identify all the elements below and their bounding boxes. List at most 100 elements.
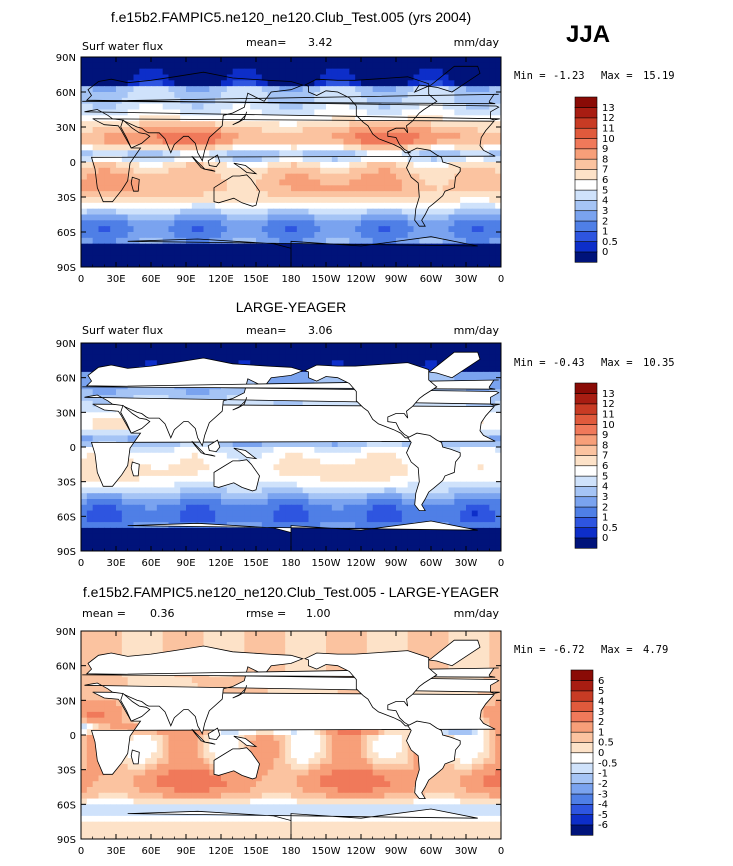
field-cell: [203, 185, 210, 192]
field-cell: [162, 191, 170, 198]
field-cell: [372, 493, 380, 500]
field-cell: [261, 354, 269, 361]
field-cell: [407, 504, 415, 512]
field-cell: [466, 109, 473, 116]
field-cell: [425, 226, 432, 233]
field-cell: [279, 185, 286, 192]
field-cell: [145, 237, 152, 245]
field-cell: [291, 167, 298, 175]
field-cell: [186, 191, 193, 198]
field-cell: [495, 452, 501, 460]
field-cell: [162, 243, 170, 251]
field-cell: [81, 237, 88, 245]
field-cell: [104, 156, 111, 163]
field-cell: [98, 138, 105, 146]
field-cell: [489, 121, 496, 128]
coastline: [207, 154, 221, 168]
field-cell: [92, 481, 100, 489]
field-cell: [314, 516, 321, 523]
field-cell: [291, 156, 298, 163]
field-cell: [180, 237, 187, 245]
field-cell: [256, 499, 263, 506]
y-tick-label: 30N: [56, 123, 76, 134]
field-cell: [174, 447, 181, 454]
field-cell: [250, 237, 257, 245]
field-cell: [436, 237, 444, 245]
field-cell: [436, 109, 444, 116]
field-cell: [104, 343, 111, 350]
field-cell: [92, 208, 100, 216]
field-cell: [191, 458, 199, 465]
field-cell: [215, 452, 222, 460]
field-cell: [460, 220, 467, 227]
field-cell: [396, 458, 403, 465]
field-cell: [151, 185, 158, 192]
field-cell: [209, 197, 216, 204]
field-cell: [180, 202, 187, 210]
field-cell: [419, 354, 426, 361]
field-cell: [203, 162, 210, 169]
field-cell: [133, 354, 140, 361]
field-cell: [273, 452, 280, 460]
field-cell: [366, 162, 374, 169]
field-cell: [98, 92, 105, 99]
field-cell: [127, 202, 135, 210]
field-cell: [221, 103, 228, 111]
field-cell: [203, 80, 210, 87]
field-cell: [156, 493, 164, 500]
x-tick-label: 90E: [176, 274, 195, 285]
land-layer: [82, 65, 500, 267]
field-cell: [425, 220, 432, 227]
field-cell: [279, 447, 286, 454]
field-cell: [186, 103, 193, 111]
field-cell: [466, 343, 473, 350]
field-cell: [396, 464, 403, 471]
field-cell: [86, 179, 94, 186]
field-cell: [471, 57, 479, 64]
field-cell: [209, 68, 216, 76]
field-cell: [244, 504, 251, 512]
field-cell: [139, 191, 146, 198]
field-cell: [466, 452, 473, 460]
field-cell: [285, 475, 292, 483]
field-cell: [285, 173, 292, 181]
field-cell: [477, 86, 485, 93]
field-cell: [471, 103, 479, 111]
field-cell: [407, 68, 415, 76]
field-cell: [308, 400, 315, 408]
field-cell: [81, 377, 88, 385]
field-cell: [471, 249, 479, 256]
field-cell: [419, 127, 426, 134]
field-cell: [86, 220, 94, 227]
field-cell: [343, 441, 350, 448]
field-cell: [191, 395, 199, 402]
field-cell: [378, 243, 385, 251]
field-cell: [384, 237, 391, 245]
field-cell: [197, 167, 205, 175]
field-cell: [139, 354, 146, 361]
field-cell: [98, 179, 105, 186]
field-cell: [384, 354, 391, 361]
field-cell: [495, 121, 501, 128]
field-cell: [343, 185, 350, 192]
field-cell: [197, 74, 205, 81]
field-cell: [355, 57, 362, 64]
field-cell: [145, 150, 152, 157]
field-cell: [81, 121, 88, 128]
field-cell: [448, 249, 455, 256]
field-cell: [372, 179, 380, 186]
field-cell: [308, 74, 315, 81]
field-cell: [180, 510, 187, 517]
field-cell: [355, 197, 362, 204]
field-cell: [349, 354, 356, 361]
field-cell: [401, 97, 409, 105]
field-cell: [139, 127, 146, 134]
field-cell: [343, 57, 350, 64]
field-cell: [191, 214, 199, 221]
field-cell: [285, 208, 292, 216]
field-cell: [162, 57, 170, 64]
field-cell: [104, 173, 111, 181]
field-cell: [127, 92, 135, 99]
field-cell: [226, 487, 234, 494]
field-cell: [186, 487, 193, 494]
